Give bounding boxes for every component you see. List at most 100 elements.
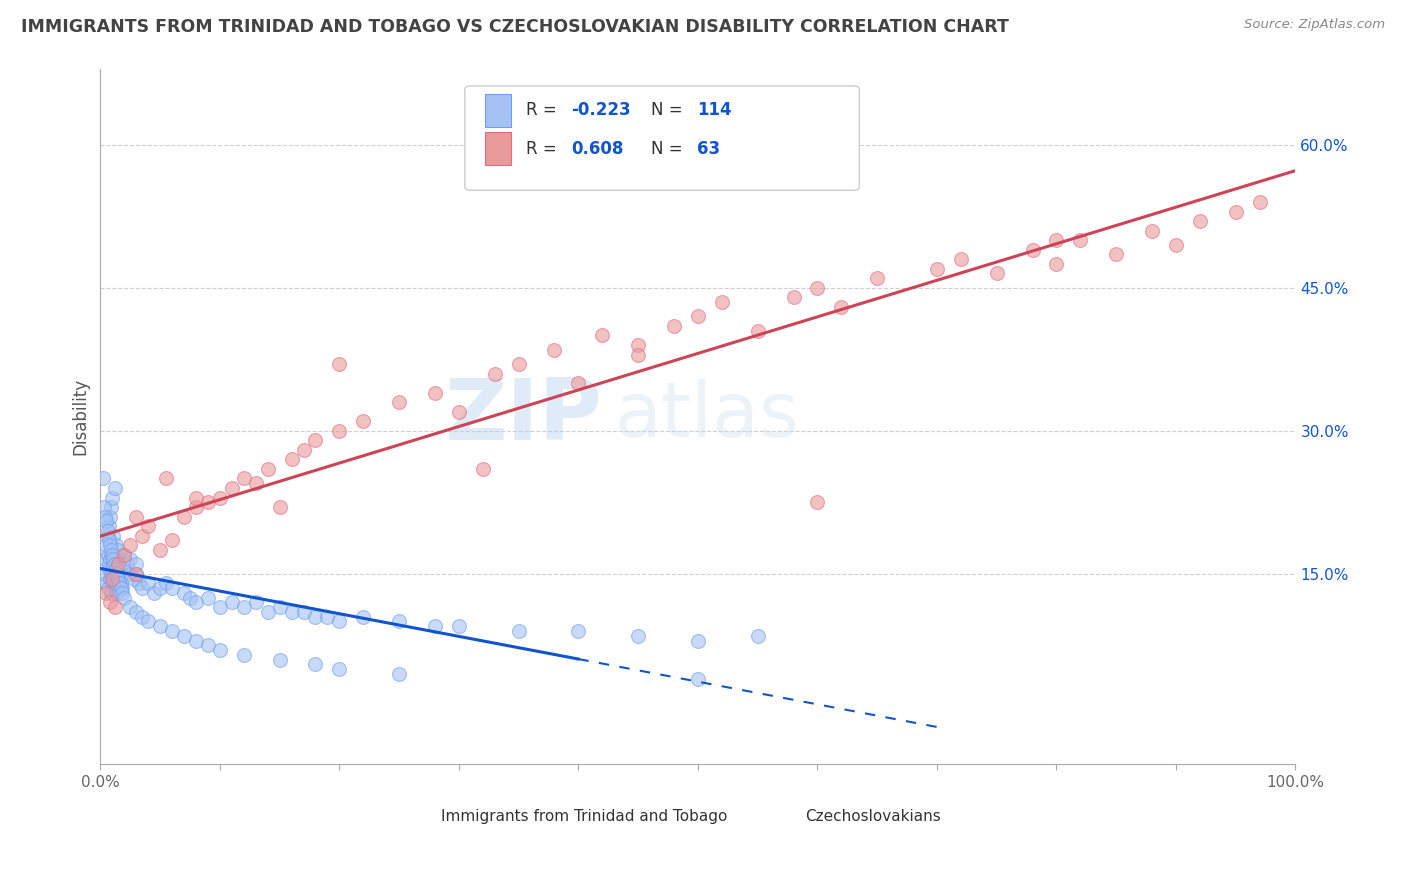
Point	[245, 476, 267, 491]
Point	[1069, 233, 1091, 247]
Point	[101, 562, 124, 576]
Point	[101, 572, 124, 586]
Point	[112, 548, 135, 562]
Point	[93, 566, 115, 581]
Point	[173, 509, 195, 524]
Point	[128, 576, 150, 591]
Point	[221, 481, 243, 495]
Point	[96, 581, 118, 595]
Point	[107, 572, 129, 586]
Point	[508, 624, 530, 638]
Point	[104, 581, 127, 595]
Point	[160, 624, 183, 638]
Point	[280, 452, 302, 467]
Point	[221, 595, 243, 609]
Point	[484, 367, 506, 381]
Y-axis label: Disability: Disability	[72, 378, 89, 455]
Point	[316, 609, 339, 624]
Point	[1164, 238, 1187, 252]
Point	[1105, 247, 1128, 261]
Bar	[485, 132, 512, 165]
Text: IMMIGRANTS FROM TRINIDAD AND TOBAGO VS CZECHOSLOVAKIAN DISABILITY CORRELATION CH: IMMIGRANTS FROM TRINIDAD AND TOBAGO VS C…	[21, 18, 1010, 36]
Point	[256, 462, 278, 476]
Point	[108, 566, 131, 581]
Point	[1045, 257, 1067, 271]
Point	[120, 600, 142, 615]
Point	[125, 509, 148, 524]
Point	[1188, 214, 1211, 228]
Point	[208, 643, 231, 657]
Point	[986, 267, 1008, 281]
Point	[304, 434, 326, 448]
Point	[103, 552, 125, 566]
Bar	[776, 801, 797, 832]
Point	[149, 619, 172, 633]
Point	[184, 633, 207, 648]
Text: N =: N =	[651, 139, 688, 158]
Point	[94, 509, 117, 524]
Point	[627, 338, 650, 352]
Point	[100, 586, 122, 600]
Bar	[411, 801, 433, 832]
Point	[111, 586, 134, 600]
Point	[1045, 233, 1067, 247]
Point	[160, 581, 183, 595]
Point	[98, 595, 121, 609]
Point	[627, 629, 650, 643]
Point	[686, 672, 709, 686]
Point	[96, 576, 118, 591]
Point	[806, 495, 828, 509]
Point	[423, 619, 446, 633]
Point	[423, 385, 446, 400]
Point	[93, 500, 115, 514]
Point	[120, 538, 142, 552]
Point	[328, 662, 350, 676]
Point	[98, 538, 121, 552]
Text: 63: 63	[697, 139, 720, 158]
Point	[328, 357, 350, 371]
Point	[104, 562, 127, 576]
Point	[155, 471, 177, 485]
Point	[328, 424, 350, 438]
Point	[292, 605, 315, 619]
Point	[136, 576, 159, 591]
Point	[208, 600, 231, 615]
Point	[125, 566, 148, 581]
Point	[782, 290, 804, 304]
Point	[352, 609, 374, 624]
Point	[197, 495, 219, 509]
Point	[197, 591, 219, 605]
Point	[104, 558, 127, 572]
Point	[662, 318, 685, 333]
Point	[105, 586, 128, 600]
Text: Czechoslovakians: Czechoslovakians	[806, 809, 941, 824]
Point	[94, 552, 117, 566]
FancyBboxPatch shape	[465, 86, 859, 190]
Point	[96, 538, 118, 552]
Point	[131, 529, 153, 543]
Point	[143, 586, 166, 600]
Point	[105, 552, 128, 566]
Point	[208, 491, 231, 505]
Point	[197, 638, 219, 652]
Point	[710, 295, 733, 310]
Point	[111, 581, 134, 595]
Point	[747, 629, 769, 643]
Point	[543, 343, 565, 357]
Point	[686, 310, 709, 324]
Text: 0.608: 0.608	[571, 139, 624, 158]
Point	[686, 633, 709, 648]
Point	[388, 395, 411, 409]
Point	[269, 600, 291, 615]
Text: N =: N =	[651, 102, 688, 120]
Point	[112, 548, 135, 562]
Point	[96, 514, 118, 528]
Point	[173, 629, 195, 643]
Point	[107, 543, 129, 558]
Point	[627, 347, 650, 361]
Text: R =: R =	[526, 102, 562, 120]
Point	[591, 328, 613, 343]
Point	[352, 414, 374, 428]
Point	[269, 500, 291, 514]
Point	[104, 538, 127, 552]
